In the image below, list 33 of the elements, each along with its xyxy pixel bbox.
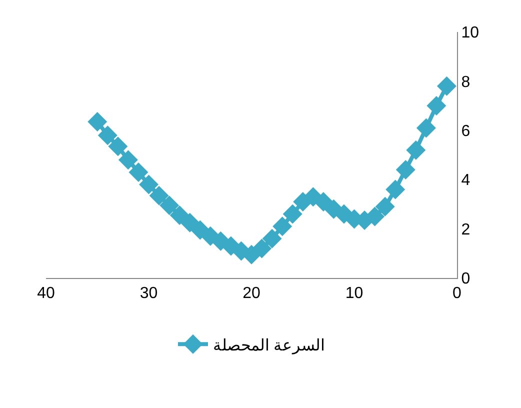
y-tick-label: 0 bbox=[461, 270, 470, 288]
point bbox=[118, 150, 138, 170]
point bbox=[128, 162, 148, 182]
y-tick-label: 4 bbox=[461, 172, 470, 190]
point bbox=[252, 238, 272, 258]
point bbox=[436, 76, 456, 96]
point bbox=[149, 186, 169, 206]
point bbox=[386, 180, 406, 200]
y-tick-label: 10 bbox=[461, 24, 480, 42]
point bbox=[108, 136, 128, 156]
y-tick-label: 2 bbox=[461, 221, 470, 238]
y-tick-label: 8 bbox=[461, 74, 470, 91]
point bbox=[98, 126, 118, 146]
point bbox=[170, 206, 190, 226]
x-tick-label: 30 bbox=[140, 285, 158, 302]
point bbox=[88, 112, 108, 132]
y-tick-label: 6 bbox=[461, 123, 470, 140]
point bbox=[272, 216, 292, 236]
legend-label: السرعة المحصلة bbox=[213, 337, 324, 354]
point bbox=[282, 204, 302, 224]
x-tick-label: 10 bbox=[345, 285, 364, 302]
point bbox=[396, 160, 416, 180]
point bbox=[160, 196, 180, 216]
x-tick-label: 20 bbox=[242, 285, 260, 302]
point bbox=[314, 192, 334, 212]
point bbox=[139, 174, 158, 194]
point bbox=[180, 212, 200, 232]
point bbox=[426, 96, 446, 116]
point bbox=[406, 140, 426, 160]
point bbox=[262, 228, 282, 248]
point bbox=[416, 118, 436, 138]
point bbox=[375, 196, 395, 216]
x-tick-label: 40 bbox=[37, 285, 55, 302]
